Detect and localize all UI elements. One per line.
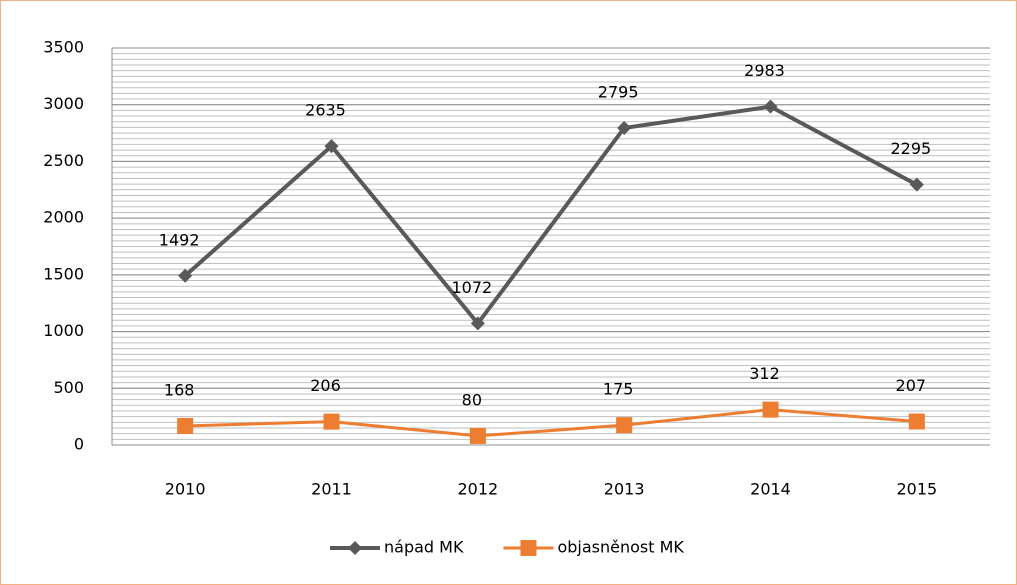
marker: [348, 541, 362, 555]
data-label: 80: [462, 390, 482, 409]
data-label: 207: [896, 376, 927, 395]
marker: [763, 99, 778, 114]
data-label: 312: [749, 364, 780, 383]
marker: [178, 268, 193, 283]
marker: [177, 417, 194, 434]
marker: [323, 413, 340, 430]
marker: [616, 417, 633, 434]
y-tick-label: 3500: [43, 38, 84, 57]
y-tick-label: 3000: [43, 94, 84, 113]
y-tick-label: 500: [53, 378, 84, 397]
series-line: [185, 408, 917, 438]
marker: [470, 316, 485, 331]
y-tick-label: 1500: [43, 264, 84, 283]
data-label: 1492: [159, 230, 200, 249]
x-tick-label: 2013: [604, 480, 645, 499]
x-tick-label: 2011: [311, 480, 352, 499]
marker: [762, 401, 779, 418]
series-line: [183, 104, 918, 327]
x-tick-label: 2010: [165, 480, 206, 499]
data-label: 2295: [890, 139, 931, 158]
marker: [469, 427, 486, 444]
marker: [617, 120, 632, 135]
marker: [909, 177, 924, 192]
y-tick-label: 1000: [43, 321, 84, 340]
data-label: 206: [310, 376, 341, 395]
data-label: 1072: [451, 278, 492, 297]
marker: [520, 540, 537, 556]
data-label: 168: [164, 380, 195, 399]
marker: [908, 413, 925, 430]
x-tick-label: 2015: [896, 480, 937, 499]
data-label: 2983: [744, 61, 785, 80]
legend-label: nápad MK: [384, 538, 464, 557]
x-tick-label: 2014: [750, 480, 791, 499]
data-label: 175: [603, 380, 634, 399]
y-tick-label: 2000: [43, 208, 84, 227]
data-label: 2635: [305, 101, 346, 120]
x-tick-label: 2012: [457, 480, 498, 499]
legend-label: objasněnost MK: [557, 538, 684, 557]
marker: [324, 139, 339, 154]
y-tick-label: 2500: [43, 151, 84, 170]
y-tick-label: 0: [74, 435, 84, 454]
data-label: 2795: [598, 82, 639, 101]
